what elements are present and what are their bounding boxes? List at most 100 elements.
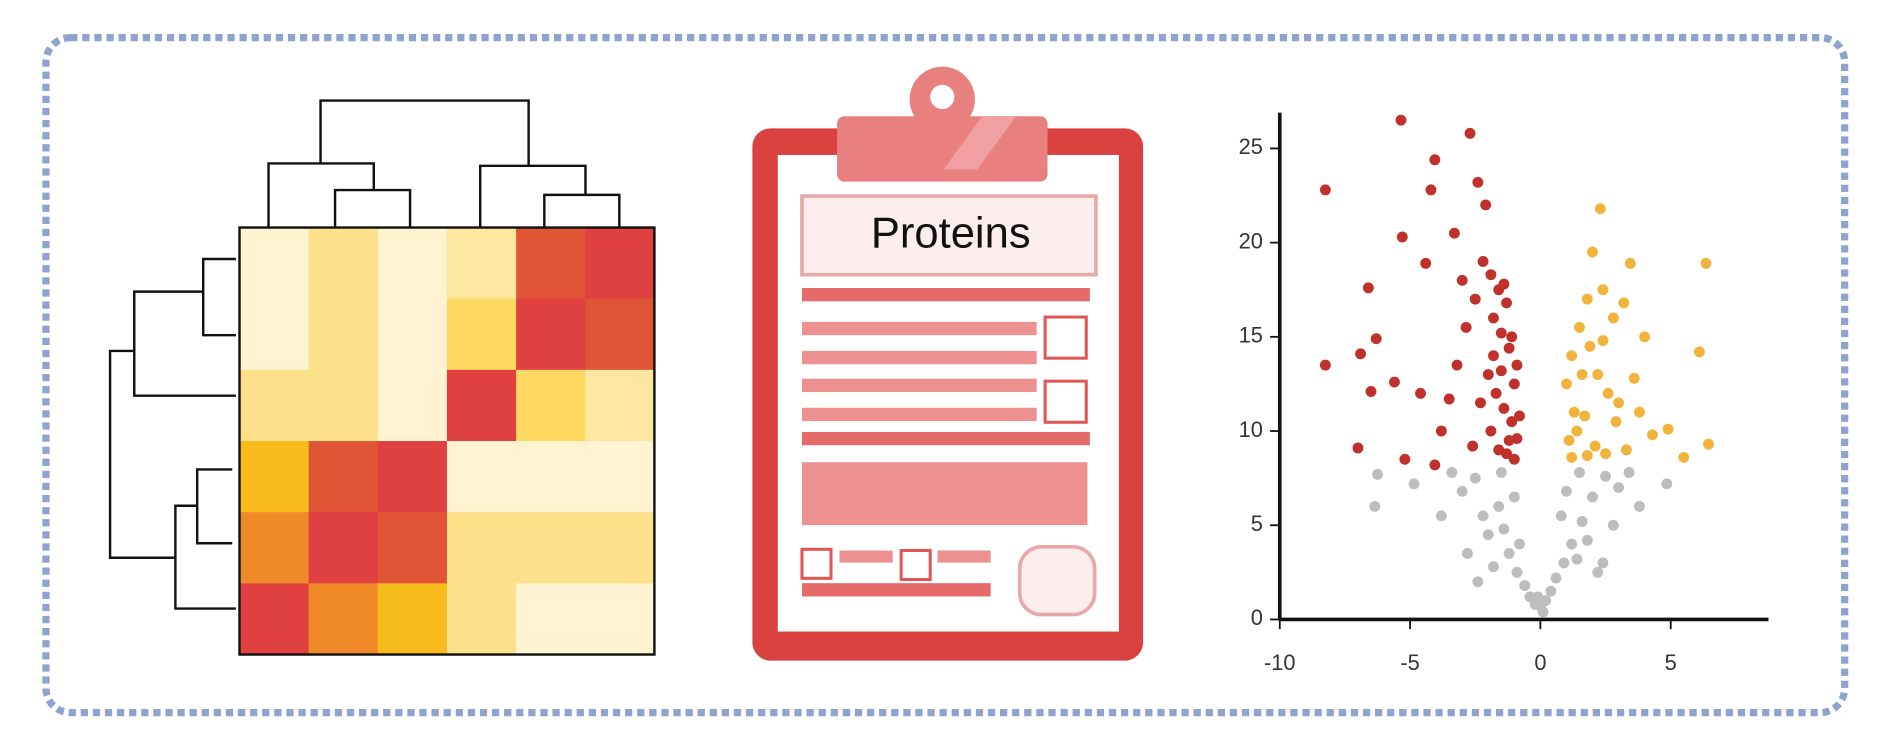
point bbox=[1618, 297, 1630, 309]
point bbox=[1408, 478, 1420, 490]
point bbox=[1628, 372, 1640, 384]
y-tick-label: 5 bbox=[1251, 511, 1263, 536]
point bbox=[1389, 376, 1400, 388]
point bbox=[1566, 538, 1578, 550]
clipboard: Proteins bbox=[752, 66, 1144, 661]
dendrogram-top bbox=[267, 99, 621, 228]
heatmap-frame bbox=[238, 226, 656, 656]
point bbox=[1498, 278, 1510, 290]
point bbox=[1488, 350, 1499, 362]
point bbox=[1550, 572, 1562, 584]
point bbox=[1508, 453, 1520, 465]
point bbox=[1511, 566, 1523, 578]
point bbox=[1581, 293, 1593, 305]
point bbox=[1508, 491, 1520, 503]
point bbox=[1532, 591, 1544, 603]
point bbox=[1472, 576, 1484, 588]
point bbox=[1571, 553, 1583, 565]
point bbox=[1429, 459, 1441, 471]
point bbox=[1488, 312, 1499, 324]
point bbox=[1613, 397, 1625, 409]
y-tick-label: 0 bbox=[1251, 605, 1263, 630]
point bbox=[1319, 184, 1331, 196]
heatmap-cell bbox=[516, 512, 586, 584]
heatmap-cell bbox=[585, 583, 656, 656]
heatmap-cell bbox=[377, 369, 448, 442]
point bbox=[1613, 482, 1625, 494]
point bbox=[1545, 585, 1557, 597]
heatmap-cell bbox=[308, 227, 379, 300]
point bbox=[1495, 365, 1507, 377]
point bbox=[1498, 402, 1510, 414]
point bbox=[1501, 448, 1512, 460]
point bbox=[1639, 331, 1651, 343]
point bbox=[1495, 467, 1507, 478]
heatmap-cell bbox=[585, 369, 656, 442]
point bbox=[1561, 378, 1572, 390]
dendrogram-left bbox=[108, 257, 236, 610]
heatmap-cell bbox=[446, 583, 517, 656]
point bbox=[1448, 227, 1460, 239]
y-tick-label: 15 bbox=[1239, 323, 1263, 348]
y-tick-label: 20 bbox=[1239, 228, 1263, 253]
heatmap-cell bbox=[308, 583, 379, 656]
point bbox=[1372, 468, 1383, 480]
heatmap-cell bbox=[308, 512, 379, 584]
point bbox=[1581, 534, 1593, 546]
heatmap-cell bbox=[446, 441, 517, 513]
heatmap-cell bbox=[446, 227, 517, 300]
point bbox=[1396, 231, 1408, 243]
point bbox=[1503, 435, 1515, 446]
point bbox=[1461, 548, 1473, 559]
heatmap-cell bbox=[516, 441, 586, 513]
heatmap-cell bbox=[446, 298, 517, 371]
point bbox=[1498, 523, 1510, 535]
point bbox=[1477, 256, 1489, 267]
heatmap-cell bbox=[585, 298, 656, 371]
point bbox=[1395, 114, 1407, 126]
point bbox=[1600, 470, 1612, 482]
point bbox=[1514, 410, 1525, 422]
heatmap bbox=[239, 227, 656, 656]
heatmap-cell bbox=[377, 583, 448, 656]
point bbox=[1514, 538, 1525, 550]
clip-hole bbox=[930, 84, 955, 109]
point bbox=[1429, 154, 1441, 166]
heatmap-cell bbox=[308, 369, 379, 442]
point bbox=[1443, 393, 1455, 405]
title-box bbox=[800, 194, 1098, 277]
point bbox=[1456, 274, 1468, 286]
point bbox=[1574, 467, 1585, 478]
point bbox=[1415, 387, 1426, 399]
point bbox=[1703, 438, 1714, 450]
point bbox=[1587, 246, 1598, 258]
heatmap-cell bbox=[446, 369, 517, 442]
heatmap-cell bbox=[377, 227, 448, 300]
volcano-plot: 0 5 10 15 20 25 -10 -5 0 5 bbox=[1239, 112, 1769, 675]
heatmap-cell bbox=[585, 227, 656, 300]
point bbox=[1362, 282, 1374, 294]
point bbox=[1475, 397, 1486, 409]
point bbox=[1369, 500, 1381, 512]
point bbox=[1506, 416, 1518, 428]
point bbox=[1469, 472, 1481, 484]
point bbox=[1501, 297, 1512, 309]
point bbox=[1597, 557, 1609, 569]
point bbox=[1576, 369, 1588, 380]
point bbox=[1503, 548, 1515, 559]
point bbox=[1477, 510, 1489, 522]
point bbox=[1469, 293, 1481, 305]
heatmap-cell bbox=[239, 298, 310, 371]
point bbox=[1600, 448, 1612, 460]
point bbox=[1587, 491, 1598, 503]
point bbox=[1537, 606, 1549, 618]
point bbox=[1693, 346, 1705, 358]
point bbox=[1634, 406, 1645, 418]
heatmap-cell bbox=[239, 441, 310, 513]
point bbox=[1592, 566, 1604, 578]
heatmap-cell bbox=[446, 512, 517, 584]
point bbox=[1365, 386, 1377, 397]
point bbox=[1485, 269, 1497, 281]
point bbox=[1519, 580, 1531, 591]
heatmap-cell bbox=[377, 512, 448, 584]
